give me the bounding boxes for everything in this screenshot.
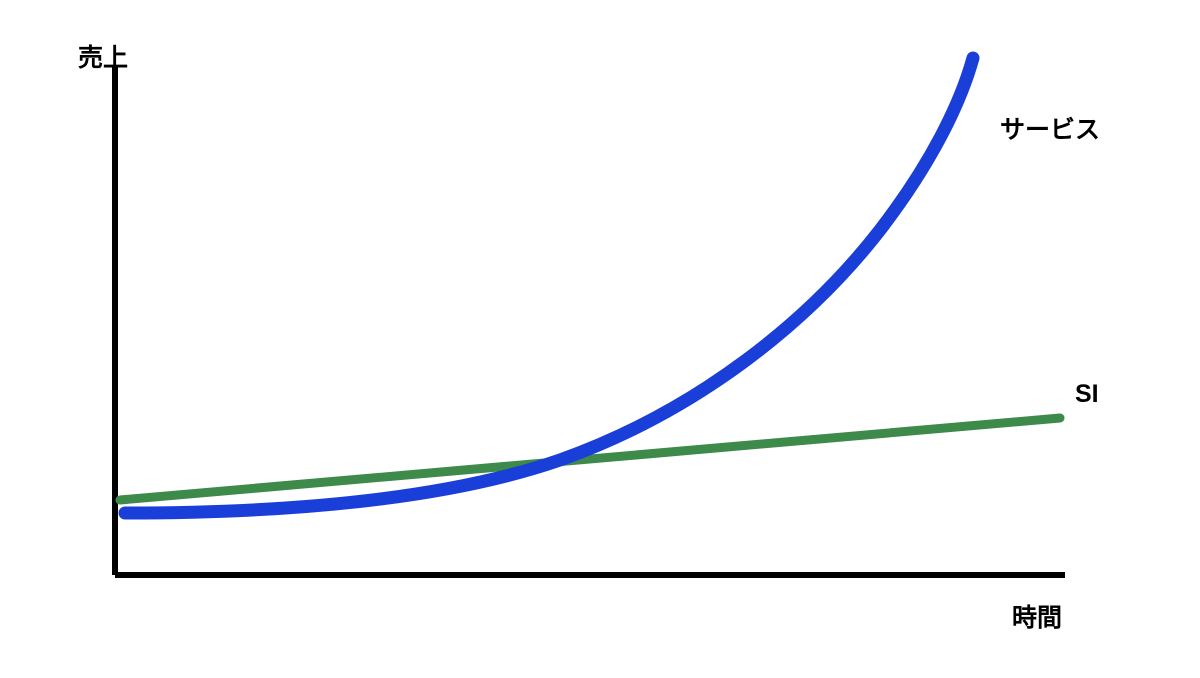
series-service-label: サービス <box>1000 110 1100 146</box>
series-service-curve <box>125 58 973 513</box>
growth-chart: 売上 時間 サービス SI <box>0 0 1200 673</box>
series-si-line <box>120 418 1060 500</box>
y-axis-label: 売上 <box>78 38 128 74</box>
x-axis-label: 時間 <box>1012 598 1062 634</box>
series-si-label: SI <box>1075 380 1099 409</box>
chart-svg <box>0 0 1200 673</box>
